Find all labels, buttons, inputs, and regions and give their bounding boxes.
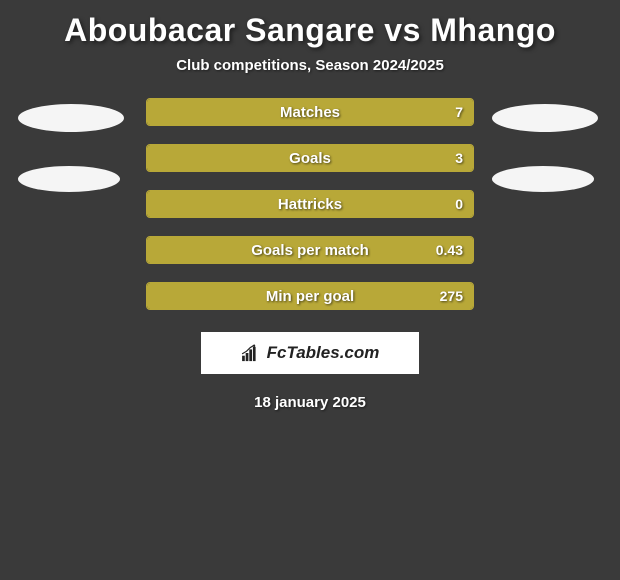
date-label: 18 january 2025 [10,374,610,411]
stat-row-min-per-goal: Min per goal 275 [146,282,474,310]
avatar-right-1 [492,104,598,132]
left-avatar-col [18,98,128,192]
stat-label: Matches [280,104,340,121]
stats-section: Matches 7 Goals 3 Hattricks 0 Goals per … [10,98,610,310]
stat-row-goals: Goals 3 [146,144,474,172]
page-subtitle: Club competitions, Season 2024/2025 [10,57,610,98]
stat-row-matches: Matches 7 [146,98,474,126]
stat-label: Min per goal [266,288,354,305]
stat-label: Hattricks [278,196,342,213]
avatar-left-2 [18,166,120,192]
stat-value: 275 [440,288,463,304]
stat-label: Goals [289,150,331,167]
stats-card: Aboubacar Sangare vs Mhango Club competi… [0,0,620,411]
stat-row-hattricks: Hattricks 0 [146,190,474,218]
stat-value: 0.43 [436,242,463,258]
stat-value: 3 [455,150,463,166]
stat-label: Goals per match [251,242,369,259]
stat-bars: Matches 7 Goals 3 Hattricks 0 Goals per … [128,98,492,310]
right-avatar-col [492,98,602,192]
avatar-left-1 [18,104,124,132]
brand-badge[interactable]: FcTables.com [201,332,419,374]
stat-value: 0 [455,196,463,212]
page-title: Aboubacar Sangare vs Mhango [10,0,610,57]
stat-row-goals-per-match: Goals per match 0.43 [146,236,474,264]
avatar-right-2 [492,166,594,192]
chart-bars-icon [241,344,263,362]
brand-text: FcTables.com [267,343,380,363]
stat-value: 7 [455,104,463,120]
